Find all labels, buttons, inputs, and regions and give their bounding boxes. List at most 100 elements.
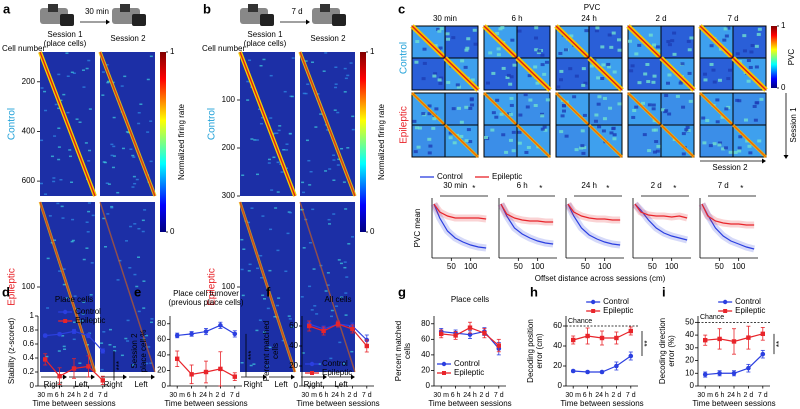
x-tick-label: 6 h bbox=[451, 392, 461, 399]
point bbox=[86, 333, 91, 338]
chart-title: 2 d bbox=[651, 181, 662, 190]
axis-label: Cell number bbox=[202, 44, 245, 53]
pvc-noise bbox=[534, 26, 539, 30]
heatmap-noise bbox=[112, 116, 116, 119]
pvc-noise bbox=[680, 62, 685, 66]
x-tick-label: 6 h bbox=[715, 392, 725, 399]
heatmap-noise bbox=[65, 297, 69, 299]
pvc-noise bbox=[720, 115, 725, 119]
point bbox=[703, 337, 708, 343]
heatmap-noise bbox=[255, 329, 259, 332]
heatmap-noise bbox=[104, 246, 108, 248]
pvc-noise bbox=[464, 139, 469, 143]
interval-label: 30 min bbox=[85, 7, 109, 16]
pvc-noise bbox=[656, 49, 661, 53]
pvc-noise bbox=[534, 36, 539, 40]
colorbar-label: PVC bbox=[787, 49, 796, 66]
heatmap-noise bbox=[349, 62, 353, 64]
pvc-noise bbox=[581, 67, 586, 71]
heatmap-noise bbox=[343, 266, 347, 269]
pvc-noise bbox=[496, 47, 501, 51]
heatmap-noise bbox=[132, 156, 136, 158]
axis-label: Time between sessions bbox=[164, 399, 247, 408]
heatmap-noise bbox=[273, 315, 277, 318]
pvc-noise bbox=[601, 129, 606, 133]
pvc-noise bbox=[434, 107, 439, 111]
heatmap-noise bbox=[127, 131, 131, 134]
heatmap-noise bbox=[314, 126, 318, 128]
heatmap-noise bbox=[58, 270, 62, 272]
y-tick-label: 20 bbox=[421, 366, 430, 375]
point bbox=[100, 378, 105, 383]
heatmap-noise bbox=[68, 155, 72, 158]
chart-subtitle: (previous place cells) bbox=[168, 298, 243, 307]
heatmap-noise bbox=[336, 111, 340, 114]
heatmap-noise bbox=[71, 218, 75, 221]
heatmap-noise bbox=[102, 331, 106, 333]
heatmap-noise bbox=[66, 111, 70, 114]
x-tick-label: 50 bbox=[514, 262, 523, 271]
panel-letter: i bbox=[662, 284, 666, 299]
pvc-noise bbox=[721, 147, 726, 151]
heatmap-noise bbox=[88, 149, 92, 152]
group-label: Epileptic bbox=[207, 268, 218, 306]
heatmap-noise bbox=[105, 182, 109, 185]
pvc-noise bbox=[712, 80, 717, 84]
x-label: Right bbox=[304, 380, 323, 389]
pvc-noise bbox=[651, 80, 656, 84]
axis-label: Decoding direction bbox=[658, 318, 667, 384]
heatmap-noise bbox=[52, 180, 56, 183]
axis-label: Stability (z-scored) bbox=[7, 318, 16, 385]
pvc-noise bbox=[558, 51, 563, 55]
point bbox=[467, 332, 473, 337]
heatmap-noise bbox=[56, 202, 60, 205]
pvc-noise bbox=[653, 128, 658, 132]
axis-label: error (cm) bbox=[535, 333, 544, 368]
arrow-head bbox=[323, 374, 327, 380]
pvc-noise bbox=[593, 119, 598, 123]
pvc-noise bbox=[466, 37, 471, 41]
pvc-noise bbox=[647, 149, 652, 153]
heatmap-noise bbox=[277, 129, 281, 132]
x-label: Left bbox=[334, 380, 348, 389]
pvc-diagonal bbox=[588, 57, 623, 91]
pvc-noise bbox=[759, 97, 764, 101]
arrow-head bbox=[762, 158, 766, 164]
colorbar bbox=[160, 52, 166, 232]
y-tick-label: 0.2 bbox=[23, 367, 35, 376]
heatmap-noise bbox=[266, 365, 270, 367]
point bbox=[203, 369, 209, 375]
point bbox=[364, 343, 369, 349]
heatmap-noise bbox=[306, 83, 310, 85]
pvc-noise bbox=[543, 128, 548, 132]
chance-label: Chance bbox=[700, 314, 724, 321]
point bbox=[599, 335, 605, 341]
y-tick-label: 100 bbox=[222, 282, 236, 291]
heatmap-noise bbox=[57, 158, 61, 161]
heatmap-noise bbox=[248, 59, 252, 62]
chart-title: 6 h bbox=[517, 181, 528, 190]
heatmap-diagonal bbox=[299, 201, 356, 373]
heatmap-noise bbox=[89, 294, 93, 296]
heatmap-noise bbox=[149, 120, 153, 122]
heatmap-noise bbox=[133, 182, 137, 185]
pvc-diagonal bbox=[516, 57, 551, 91]
arrow-head bbox=[151, 374, 155, 380]
pvc-noise bbox=[415, 40, 420, 44]
pvc-noise bbox=[746, 59, 751, 63]
colorbar bbox=[360, 52, 366, 232]
x-tick-label: 100 bbox=[531, 262, 545, 271]
pvc-noise bbox=[456, 106, 461, 110]
heatmap-diagonal bbox=[99, 51, 156, 197]
pvc-noise bbox=[684, 128, 689, 132]
pvc-noise bbox=[433, 72, 438, 76]
chance-label: Chance bbox=[568, 318, 592, 325]
x-tick-label: 7 d bbox=[98, 392, 108, 399]
heatmap-noise bbox=[291, 57, 295, 59]
legend-label: Epileptic bbox=[322, 368, 352, 377]
pvc-noise bbox=[469, 97, 474, 101]
pvc-noise bbox=[667, 73, 672, 77]
pvc-noise bbox=[712, 142, 717, 146]
heatmap-noise bbox=[307, 159, 311, 162]
heatmap-noise bbox=[44, 193, 48, 195]
